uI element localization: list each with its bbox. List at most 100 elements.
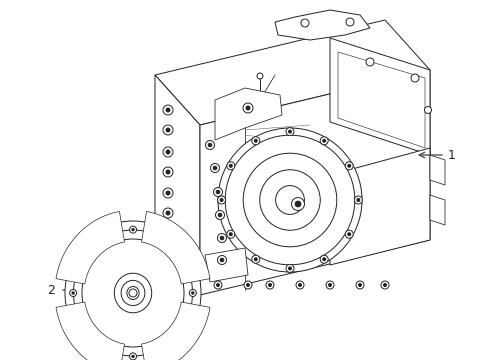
Circle shape (354, 196, 363, 204)
Circle shape (292, 198, 304, 211)
Circle shape (269, 284, 271, 287)
Polygon shape (142, 211, 210, 284)
Polygon shape (56, 211, 124, 284)
Circle shape (132, 229, 134, 231)
Circle shape (246, 106, 250, 110)
Circle shape (384, 284, 387, 287)
Circle shape (424, 107, 432, 113)
Ellipse shape (74, 230, 193, 356)
Circle shape (181, 321, 188, 328)
Circle shape (218, 213, 222, 217)
Circle shape (243, 153, 337, 247)
Circle shape (229, 233, 232, 236)
Circle shape (189, 289, 196, 297)
Circle shape (357, 198, 360, 202)
Circle shape (163, 167, 173, 177)
Circle shape (345, 230, 353, 238)
Circle shape (132, 355, 134, 357)
Circle shape (275, 186, 304, 215)
Circle shape (184, 324, 186, 326)
Circle shape (356, 281, 364, 289)
Circle shape (102, 237, 104, 239)
Circle shape (80, 324, 82, 326)
Circle shape (192, 292, 194, 294)
Circle shape (227, 162, 235, 170)
Circle shape (359, 284, 362, 287)
Circle shape (323, 258, 326, 261)
Circle shape (320, 137, 328, 145)
Polygon shape (155, 75, 200, 295)
Circle shape (220, 198, 223, 202)
Circle shape (70, 289, 76, 297)
Circle shape (181, 258, 188, 265)
Circle shape (218, 128, 362, 272)
Circle shape (78, 258, 85, 265)
Ellipse shape (114, 273, 152, 313)
Circle shape (163, 147, 173, 157)
Circle shape (99, 235, 107, 242)
Circle shape (243, 103, 253, 113)
Circle shape (166, 150, 170, 154)
Circle shape (129, 226, 137, 233)
Circle shape (295, 201, 301, 207)
Polygon shape (205, 248, 248, 282)
Circle shape (254, 258, 257, 261)
Circle shape (166, 108, 170, 112)
Circle shape (260, 170, 320, 230)
Ellipse shape (127, 287, 139, 300)
Polygon shape (430, 195, 445, 225)
Circle shape (163, 125, 173, 135)
Polygon shape (275, 10, 370, 40)
Circle shape (184, 260, 186, 262)
Polygon shape (330, 38, 430, 155)
Circle shape (348, 164, 351, 167)
Circle shape (225, 135, 355, 265)
Circle shape (323, 139, 326, 142)
Polygon shape (200, 70, 430, 295)
Circle shape (129, 289, 137, 297)
Circle shape (266, 281, 274, 289)
Circle shape (163, 188, 173, 198)
Ellipse shape (65, 221, 201, 360)
Polygon shape (56, 302, 124, 360)
Circle shape (254, 139, 257, 142)
Circle shape (166, 128, 170, 132)
Circle shape (159, 235, 167, 242)
Circle shape (348, 233, 351, 236)
Text: 1: 1 (448, 149, 456, 162)
Circle shape (326, 281, 334, 289)
Circle shape (244, 281, 252, 289)
Circle shape (211, 163, 220, 172)
Circle shape (218, 196, 225, 204)
Circle shape (252, 137, 260, 145)
Circle shape (257, 73, 263, 79)
Circle shape (246, 284, 249, 287)
Circle shape (217, 284, 220, 287)
Circle shape (214, 281, 222, 289)
Circle shape (159, 345, 167, 351)
Ellipse shape (82, 239, 184, 347)
Circle shape (218, 256, 226, 265)
Circle shape (286, 127, 294, 136)
Circle shape (301, 19, 309, 27)
Circle shape (80, 260, 82, 262)
Circle shape (345, 162, 353, 170)
Circle shape (218, 234, 226, 243)
Circle shape (166, 211, 170, 215)
Circle shape (166, 191, 170, 195)
Polygon shape (330, 148, 430, 265)
Circle shape (129, 353, 137, 360)
Circle shape (162, 237, 164, 239)
Circle shape (296, 281, 304, 289)
Circle shape (213, 166, 217, 170)
Text: 2: 2 (47, 284, 55, 297)
Circle shape (286, 264, 294, 273)
Circle shape (320, 255, 328, 263)
Circle shape (102, 347, 104, 349)
Circle shape (166, 170, 170, 174)
Circle shape (162, 347, 164, 349)
Circle shape (216, 190, 220, 194)
Circle shape (381, 281, 389, 289)
Circle shape (205, 140, 215, 149)
Circle shape (289, 267, 292, 270)
